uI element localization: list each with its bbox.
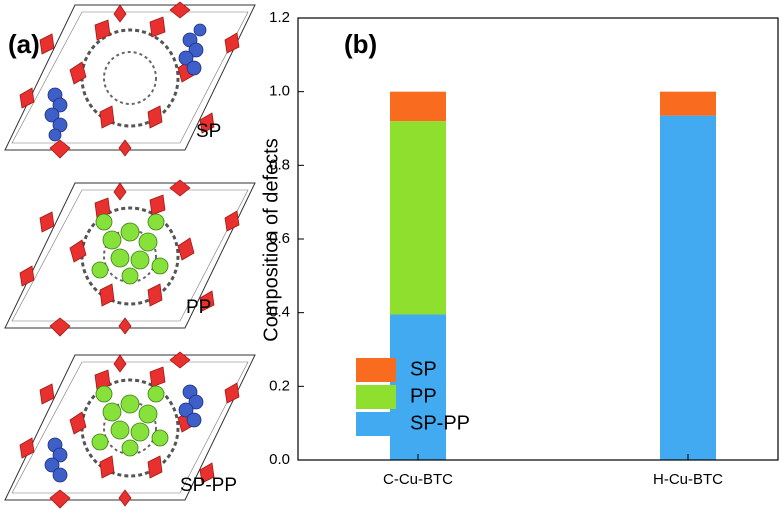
pp-molecules <box>91 213 169 457</box>
y-tick-label: 0.6 <box>269 230 290 247</box>
legend-label: SP-PP <box>410 412 470 434</box>
panel-label: (a) <box>8 29 40 59</box>
bar-segment <box>390 91 446 122</box>
y-tick-label: 0.4 <box>269 304 290 321</box>
bar-segment <box>390 314 446 460</box>
y-tick-label: 0.0 <box>269 451 290 468</box>
legend-swatch <box>356 412 396 436</box>
y-axis-title: Composition of defects <box>260 138 282 341</box>
x-tick-label: C-Cu-BTC <box>383 471 453 488</box>
x-tick-label: H-Cu-BTC <box>653 471 723 488</box>
bar-segment <box>390 121 446 315</box>
sp-molecules <box>44 23 207 483</box>
bar-segment <box>660 91 716 116</box>
structure-label: PP <box>186 297 211 318</box>
legend-label: PP <box>410 385 437 407</box>
y-tick-label: 0.2 <box>269 377 290 394</box>
legend-swatch <box>356 385 396 409</box>
y-tick-label: 0.8 <box>269 156 290 173</box>
plot-frame <box>297 17 779 461</box>
structure-pp <box>3 178 257 338</box>
panel-label: (b) <box>344 29 377 59</box>
structure-label: SP-PP <box>180 475 237 496</box>
bar-segment <box>660 115 716 460</box>
y-tick-label: 1.2 <box>269 9 290 26</box>
legend-swatch <box>356 358 396 382</box>
structure-label: SP <box>196 121 221 142</box>
legend-label: SP <box>410 358 437 380</box>
y-tick-label: 1.0 <box>269 83 290 100</box>
